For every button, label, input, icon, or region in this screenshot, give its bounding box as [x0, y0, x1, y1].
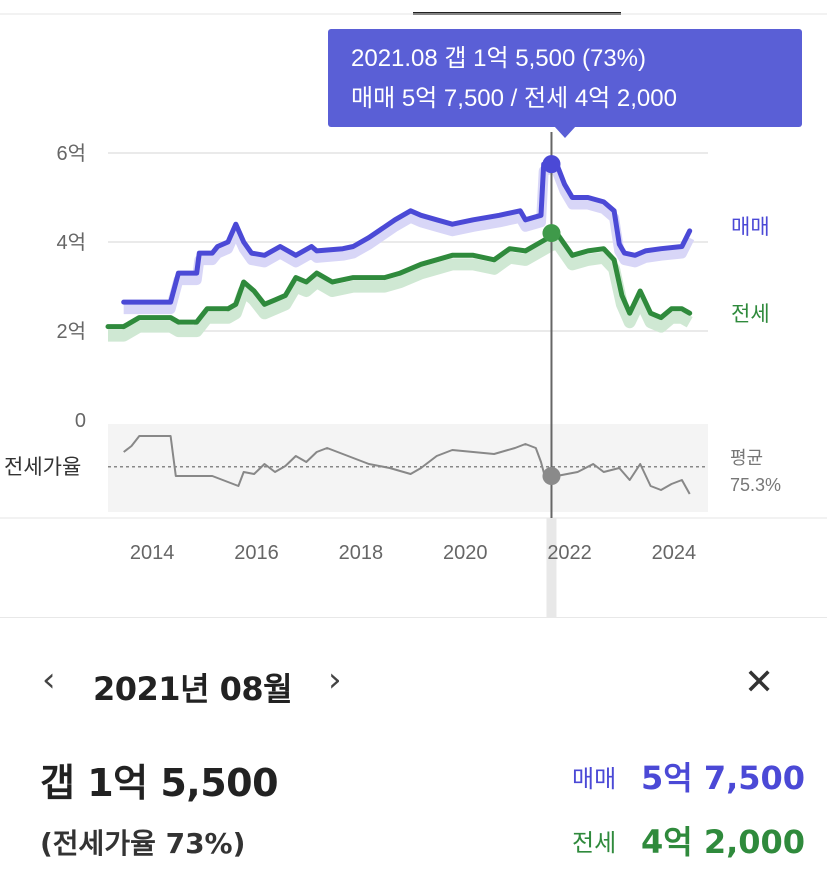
close-icon[interactable]: ✕ [744, 662, 775, 703]
jeonse-selected-point [542, 224, 561, 243]
sale-selected-point [542, 155, 561, 174]
sale-series-line [121, 159, 693, 305]
x-tick-label: 2018 [339, 542, 384, 564]
jeonse-series-line [105, 230, 693, 330]
y-tick-label: 4억 [56, 231, 86, 254]
tooltip-line-2: 매매 5억 7,500 / 전세 4억 2,000 [351, 85, 677, 112]
ratio-average-value: 75.3% [730, 475, 781, 495]
ratio-selected-point [542, 467, 561, 485]
chevron-right-icon[interactable]: › [328, 660, 342, 700]
ratio-series-line [123, 435, 691, 495]
detail-panel [0, 617, 827, 891]
ratio-panel-label: 전세가율 [4, 456, 81, 479]
tooltip: 2021.08 갭 1억 5,500 (73%) 매매 5억 7,500 / 전… [328, 29, 802, 127]
ratio-panel-bg [108, 424, 708, 512]
jeonse-range-band [108, 236, 693, 342]
gap-value: 갭 1억 5,500 [40, 761, 279, 805]
sale-label: 매매 [572, 765, 617, 793]
x-tick-label: 2022 [547, 542, 592, 564]
tooltip-line-1: 2021.08 갭 1억 5,500 (73%) [351, 45, 647, 72]
chevron-left-icon[interactable]: ‹ [42, 660, 56, 700]
sale-value: 5억 7,500 [641, 759, 806, 797]
y-tick-label: 0 [75, 410, 86, 432]
legend-jeonse: 전세 [731, 303, 770, 326]
tooltip-arrow [554, 126, 576, 138]
sale-range-band [123, 163, 695, 315]
y-tick-label: 2억 [56, 320, 86, 343]
x-tick-label: 2014 [130, 542, 175, 564]
jeonse-label: 전세 [572, 829, 617, 857]
legend-sale: 매매 [731, 216, 770, 239]
ratio-value: (전세가율 73%) [40, 827, 246, 860]
selection-cursor-track [546, 518, 557, 617]
ratio-average-label: 평균 [730, 448, 763, 468]
x-tick-label: 2024 [652, 542, 697, 564]
y-tick-label: 6억 [56, 142, 86, 165]
jeonse-value: 4억 2,000 [641, 823, 806, 861]
x-tick-label: 2020 [443, 542, 488, 564]
x-tick-label: 2016 [234, 542, 279, 564]
period-title: 2021년 08월 [93, 670, 293, 708]
